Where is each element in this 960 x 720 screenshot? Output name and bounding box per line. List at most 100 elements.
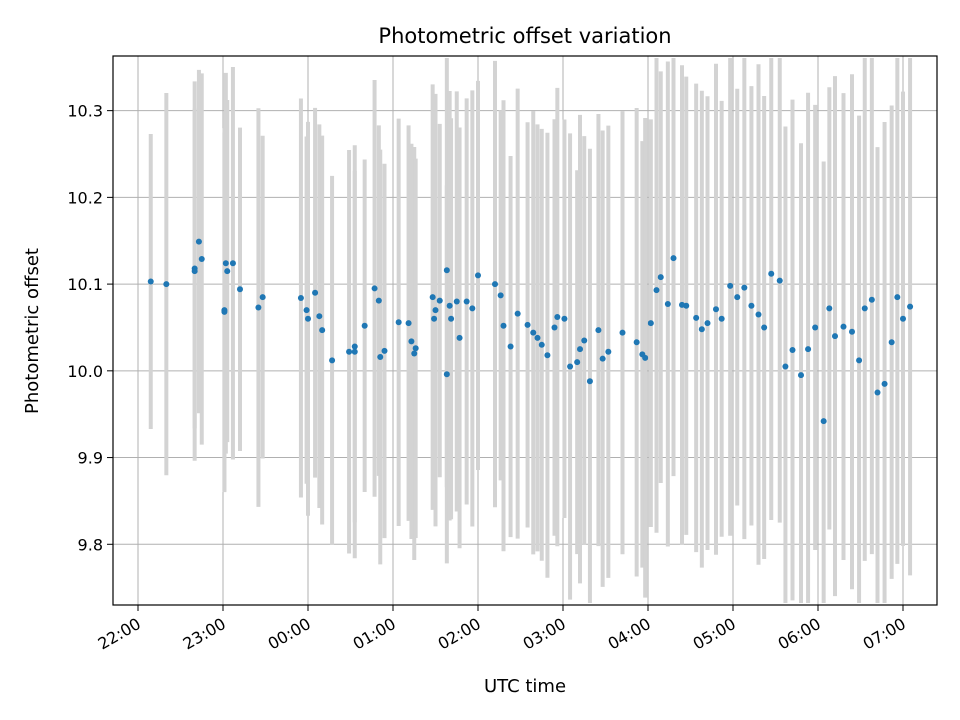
data-point	[554, 314, 561, 321]
data-point	[469, 305, 476, 312]
data-point	[375, 297, 382, 304]
data-point	[329, 357, 336, 364]
data-point	[411, 350, 418, 357]
data-point	[761, 324, 768, 331]
data-point	[316, 313, 323, 320]
data-point	[229, 260, 236, 267]
data-point	[595, 327, 602, 334]
data-point	[222, 260, 229, 267]
data-points	[147, 238, 914, 425]
data-point	[704, 320, 711, 327]
data-point	[574, 359, 581, 366]
data-point	[538, 341, 545, 348]
data-point	[195, 238, 202, 245]
y-tick-label: 10.0	[67, 362, 103, 381]
data-point	[163, 281, 170, 288]
data-point	[581, 337, 588, 344]
data-point	[868, 296, 875, 303]
chart-title: Photometric offset variation	[378, 24, 671, 48]
data-point	[577, 346, 583, 353]
data-point	[861, 305, 868, 312]
data-point	[237, 286, 243, 293]
data-point	[303, 307, 310, 314]
data-point	[561, 315, 568, 322]
data-point	[446, 302, 453, 309]
data-point	[840, 323, 847, 330]
data-point	[734, 294, 741, 301]
data-point	[371, 285, 378, 292]
data-point	[448, 315, 455, 322]
data-point	[776, 277, 783, 284]
data-point	[693, 314, 700, 321]
data-point	[305, 315, 311, 322]
data-point	[191, 268, 198, 275]
data-point	[443, 371, 450, 378]
data-point	[551, 324, 558, 331]
data-point	[319, 327, 326, 334]
data-point	[633, 339, 640, 346]
data-point	[755, 311, 762, 318]
plot-frame	[112, 55, 938, 606]
data-point	[820, 418, 827, 425]
data-point	[567, 363, 574, 370]
data-point	[534, 334, 541, 341]
data-point	[657, 274, 664, 281]
data-point	[698, 326, 705, 333]
data-point	[664, 301, 671, 308]
data-point	[351, 348, 358, 355]
data-point	[586, 378, 593, 385]
data-point	[514, 310, 521, 317]
data-point	[436, 297, 443, 304]
data-point	[894, 294, 901, 301]
data-point	[530, 329, 537, 336]
data-point	[475, 272, 481, 279]
data-point	[443, 267, 450, 274]
data-point	[432, 307, 439, 314]
y-axis-label: Photometric offset	[22, 248, 43, 414]
data-point	[198, 255, 205, 262]
data-point	[683, 302, 690, 309]
y-tick-label: 9.8	[78, 535, 103, 554]
data-point	[147, 278, 154, 285]
data-point	[812, 324, 819, 331]
data-point	[497, 292, 504, 299]
data-point	[727, 282, 734, 289]
data-point	[881, 380, 888, 387]
data-point	[346, 348, 353, 355]
data-point	[782, 363, 789, 370]
data-point	[297, 294, 304, 301]
data-point	[463, 298, 470, 305]
data-point	[619, 329, 626, 336]
data-point	[361, 322, 368, 329]
data-point	[255, 304, 262, 311]
data-point	[507, 343, 514, 350]
data-point	[524, 321, 531, 328]
data-point	[224, 268, 231, 275]
data-point	[849, 328, 855, 335]
data-point	[642, 354, 649, 361]
y-tick-label: 9.9	[78, 449, 103, 468]
data-point	[768, 270, 775, 277]
data-point	[856, 357, 863, 364]
data-point	[312, 289, 319, 296]
data-point	[789, 347, 796, 354]
data-point	[395, 319, 402, 326]
data-point	[713, 306, 719, 313]
data-point	[221, 308, 228, 315]
data-point	[456, 334, 463, 341]
data-point	[492, 281, 498, 288]
data-point	[431, 315, 438, 322]
data-point	[647, 320, 654, 327]
data-point	[429, 294, 436, 301]
data-point	[453, 298, 460, 305]
data-point	[718, 315, 725, 322]
data-point	[381, 347, 388, 354]
data-point	[748, 302, 755, 309]
data-point	[805, 346, 812, 353]
data-point	[259, 294, 266, 301]
data-point	[605, 348, 612, 355]
data-point	[377, 353, 384, 360]
data-point	[599, 355, 606, 362]
x-axis-label: UTC time	[484, 676, 566, 697]
